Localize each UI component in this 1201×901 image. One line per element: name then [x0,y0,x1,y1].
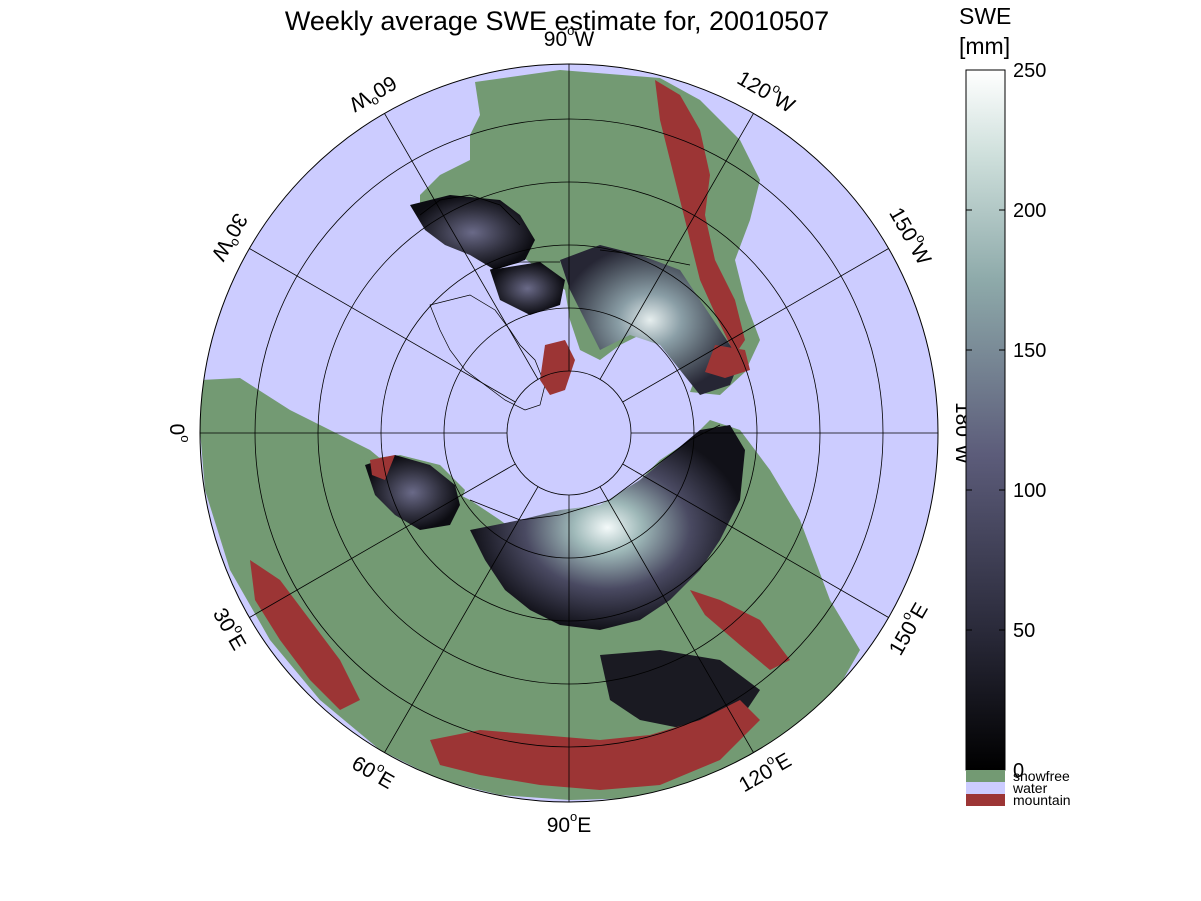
colorbar-label-line2: [mm] [959,33,1010,59]
meridian-line [599,486,754,753]
mountain-central-asia [430,700,760,790]
swe-region-canada-east [560,245,740,395]
meridian-line [384,486,539,753]
legend-label: water [1012,780,1048,796]
swe-region-hudson [490,262,565,315]
mountain-east-siberia [690,590,790,670]
meridian-line [384,113,539,380]
map-title: Weekly average SWE estimate for, 2001050… [285,6,829,36]
legend-swatch [966,782,1005,794]
map-boundary [199,63,939,803]
meridian-line [622,463,889,618]
colorbar: SWE [mm] 0 50 100 150 200 250 [959,3,1046,782]
greenland-landmass [429,294,546,411]
swe-region-north-america [410,195,535,270]
polar-map [200,64,938,802]
coastline-arctic [419,194,721,521]
meridian-line [249,463,516,618]
legend-label: mountain [1013,792,1071,808]
meridian-line [249,248,516,403]
colorbar-ticks: 0 50 100 150 200 250 [966,60,1046,782]
mountain-rockies [655,80,745,355]
colorbar-label-line1: SWE [959,3,1011,29]
colorbar-gradient [965,69,1006,771]
meridian-line [622,248,889,403]
longitude-label: 90oW [544,23,595,50]
mountain-europe [250,560,360,710]
meridian-line [599,113,754,380]
mountain-scandinavia [370,455,395,480]
swe-region-scandinavia [365,455,460,530]
legend-swatch [966,794,1005,806]
colorbar-tick-label: 50 [1013,620,1035,642]
longitude-label: 0o [165,424,192,443]
colorbar-tick-label: 250 [1013,60,1046,82]
mountain-alaska [705,345,750,378]
colorbar-tick-label: 200 [1013,200,1046,222]
colorbar-tick-label: 100 [1013,480,1046,502]
legend-swatch [966,770,1005,782]
colorbar-tick-label: 150 [1013,340,1046,362]
swe-region-siberia [470,425,745,630]
longitude-label: 90oE [547,809,592,836]
meridian-lines [200,64,938,802]
mountain-greenland-east [540,340,575,395]
legend-label: snowfree [1013,768,1070,784]
colorbar-tick-label: 0 [1013,760,1024,782]
